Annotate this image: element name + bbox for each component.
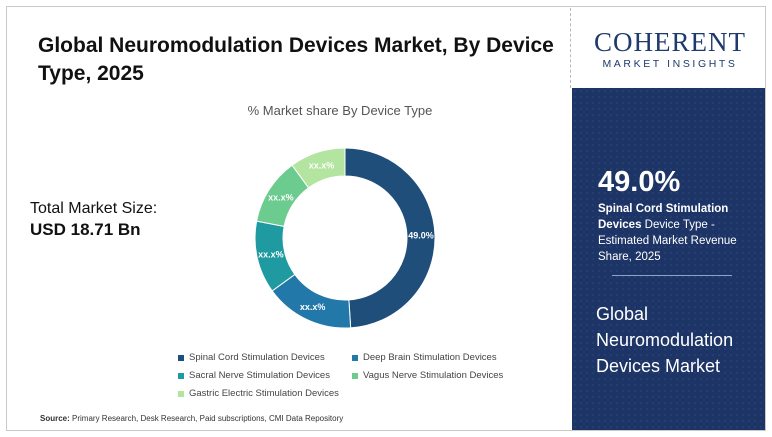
chart-title: Global Neuromodulation Devices Market, B… — [38, 34, 554, 85]
source-text: Primary Research, Desk Research, Paid su… — [69, 414, 344, 423]
highlight-value: 49.0% — [598, 166, 681, 198]
donut-label-1: xx.x% — [300, 302, 326, 312]
chart-legend: Spinal Cord Stimulation Devices Deep Brai… — [178, 352, 538, 399]
legend-label-1: Deep Brain Stimulation Devices — [363, 352, 497, 363]
side-market-title: Global Neuromodulation Devices Market — [596, 304, 734, 376]
legend-swatch-2 — [178, 372, 184, 379]
legend-label-4: Gastric Electric Stimulation Devices — [189, 388, 339, 399]
donut-label-2: xx.x% — [258, 250, 284, 260]
chart-subtitle: % Market share By Device Type — [247, 103, 433, 118]
donut-label-3: xx.x% — [268, 192, 294, 202]
legend-swatch-3 — [352, 372, 358, 379]
legend-item-0: Spinal Cord Stimulation Devices — [178, 352, 346, 363]
logo-brand: COHERENT — [594, 27, 746, 57]
highlight-divider — [612, 275, 732, 276]
highlight-panel: 49.0% Spinal Cord Stimulation Devices De… — [572, 88, 765, 430]
donut-slice-0 — [344, 147, 436, 329]
market-size-label: Total Market Size: — [30, 200, 158, 217]
divider-line — [570, 8, 571, 88]
legend-swatch-4 — [178, 390, 184, 397]
source-note: Source: Primary Research, Desk Research,… — [40, 414, 343, 423]
market-size-value: USD 18.71 Bn — [30, 220, 141, 239]
company-logo: COHERENT MARKET INSIGHTS — [585, 28, 755, 70]
legend-item-2: Sacral Nerve Stimulation Devices — [178, 370, 346, 381]
legend-label-2: Sacral Nerve Stimulation Devices — [189, 370, 330, 381]
donut-slice-4 — [291, 147, 346, 189]
logo-tagline: MARKET INSIGHTS — [602, 58, 738, 70]
legend-swatch-1 — [352, 354, 358, 361]
donut-label-0: 49.0% — [408, 231, 434, 241]
legend-label-3: Vagus Nerve Stimulation Devices — [363, 370, 504, 381]
donut-label-4: xx.x% — [309, 161, 335, 171]
legend-label-0: Spinal Cord Stimulation Devices — [189, 352, 325, 363]
market-size-block: Total Market Size: USD 18.71 Bn — [30, 200, 230, 240]
highlight-desc-rest: Device Type - Estimated Market Revenue S… — [598, 219, 737, 263]
donut-chart: 49.0% xx.x% xx.x% xx.x% xx.x% — [254, 147, 436, 329]
highlight-desc-bold: Spinal Cord Stimulation Devices — [598, 203, 729, 231]
legend-item-4: Gastric Electric Stimulation Devices — [178, 388, 346, 399]
legend-item-3: Vagus Nerve Stimulation Devices — [352, 370, 532, 381]
highlight-description: Spinal Cord Stimulation Devices Device T… — [598, 201, 758, 265]
legend-swatch-0 — [178, 354, 184, 361]
legend-item-1: Deep Brain Stimulation Devices — [352, 352, 532, 363]
source-label: Source: — [40, 414, 70, 423]
